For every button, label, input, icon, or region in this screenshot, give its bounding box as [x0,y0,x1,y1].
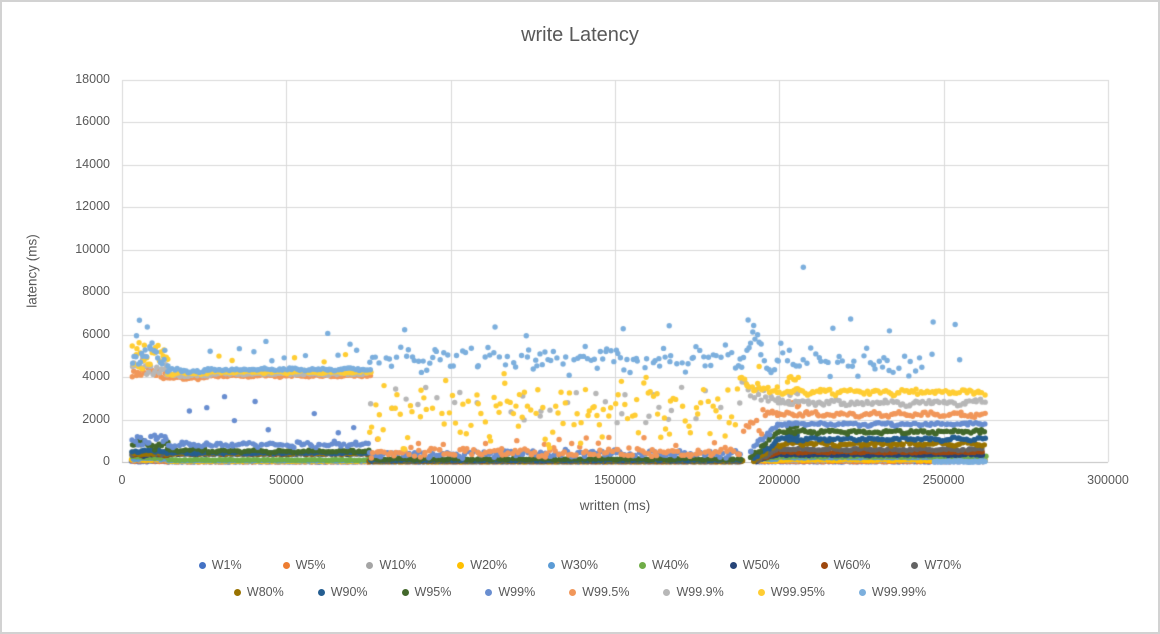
legend-label: W60% [833,558,871,572]
legend-item-w95pct[interactable]: W95% [401,585,452,599]
legend-item-w5pct[interactable]: W5% [282,558,326,572]
series-marker-icon [198,561,206,569]
legend-item-w99.9pct[interactable]: W99.9% [663,585,724,599]
y-tick-label: 14000 [75,156,110,171]
legend-label: W99.5% [582,585,630,599]
legend-label: W80% [246,585,284,599]
legend-label: W5% [295,558,326,572]
legend-label: W95% [414,585,452,599]
series-marker-icon [401,588,409,596]
legend-item-w99.5pct[interactable]: W99.5% [569,585,629,599]
y-tick-label: 12000 [75,199,110,214]
x-tick-label: 150000 [594,473,636,487]
legend-item-w99pct[interactable]: W99% [485,585,535,599]
y-tick-label: 4000 [82,369,110,384]
series-marker-icon [366,561,374,569]
series-marker-icon [911,561,919,569]
series-marker-icon [282,561,290,569]
legend-label: W99.9% [676,585,724,599]
series-marker-icon [457,561,465,569]
legend-item-w99.95pct[interactable]: W99.95% [757,585,825,599]
legend-item-w80pct[interactable]: W80% [233,585,284,599]
legend-item-w60pct[interactable]: W60% [820,558,871,572]
series-marker-icon [663,588,671,596]
legend-label: W30% [561,558,598,572]
series-marker-icon [858,588,866,596]
legend-item-w70pct[interactable]: W70% [911,558,961,572]
legend-item-w10pct[interactable]: W10% [366,558,416,572]
legend-label: W99.99% [871,585,927,599]
y-tick-label: 18000 [75,72,110,86]
chart-title: write Latency [521,24,639,46]
x-axis-title: written (ms) [579,498,651,513]
legend-item-w1pct[interactable]: W1% [198,558,242,572]
legend-row: W1% W5% W10% W20% W30% W40% W50% W60% W70% [2,558,1158,572]
y-tick-label: 16000 [75,114,110,129]
legend-label: W10% [379,558,417,572]
y-tick-label: 2000 [82,411,110,426]
legend-label: W99.95% [770,585,825,599]
legend-label: W50% [742,558,780,572]
legend-item-w30pct[interactable]: W30% [548,558,598,572]
y-tick-label: 10000 [75,241,110,256]
x-tick-label: 300000 [1087,473,1129,487]
series-marker-icon [638,561,646,569]
legend-label: W40% [651,558,689,572]
legend-label: W20% [470,558,508,572]
series-marker-icon [233,588,241,596]
legend-item-w90pct[interactable]: W90% [317,585,368,599]
series-marker-icon [569,588,577,596]
legend-item-w99.99pct[interactable]: W99.99% [858,585,927,599]
legend-item-w40pct[interactable]: W40% [638,558,689,572]
x-tick-label: 50000 [268,473,304,487]
y-tick-label: 6000 [82,326,110,341]
x-tick-label: 250000 [922,473,965,487]
x-tick-label: 0 [118,473,126,487]
series-marker-icon [729,561,737,569]
series-marker-icon [317,588,325,596]
x-tick-label: 100000 [429,473,472,487]
series-marker-icon [485,588,493,596]
legend-row: W80% W90% W95% W99% W99.5% W99.9% W99.95% W99.9… [2,585,1158,599]
series-marker-icon [548,561,556,569]
legend-label: W99% [498,585,536,599]
legend-label: W90% [330,585,368,599]
series-marker-icon [820,561,828,569]
legend-item-w20pct[interactable]: W20% [457,558,507,572]
y-tick-label: 0 [103,454,110,468]
legend: W1% W5% W10% W20% W30% W40% W50% W60% W70% W80% W9… [2,558,1158,612]
legend-label: W70% [924,558,962,572]
x-tick-label: 200000 [758,473,801,487]
legend-item-w50pct[interactable]: W50% [729,558,780,572]
legend-label: W1% [211,558,242,572]
series-marker-icon [757,588,765,596]
y-tick-label: 8000 [82,284,110,299]
